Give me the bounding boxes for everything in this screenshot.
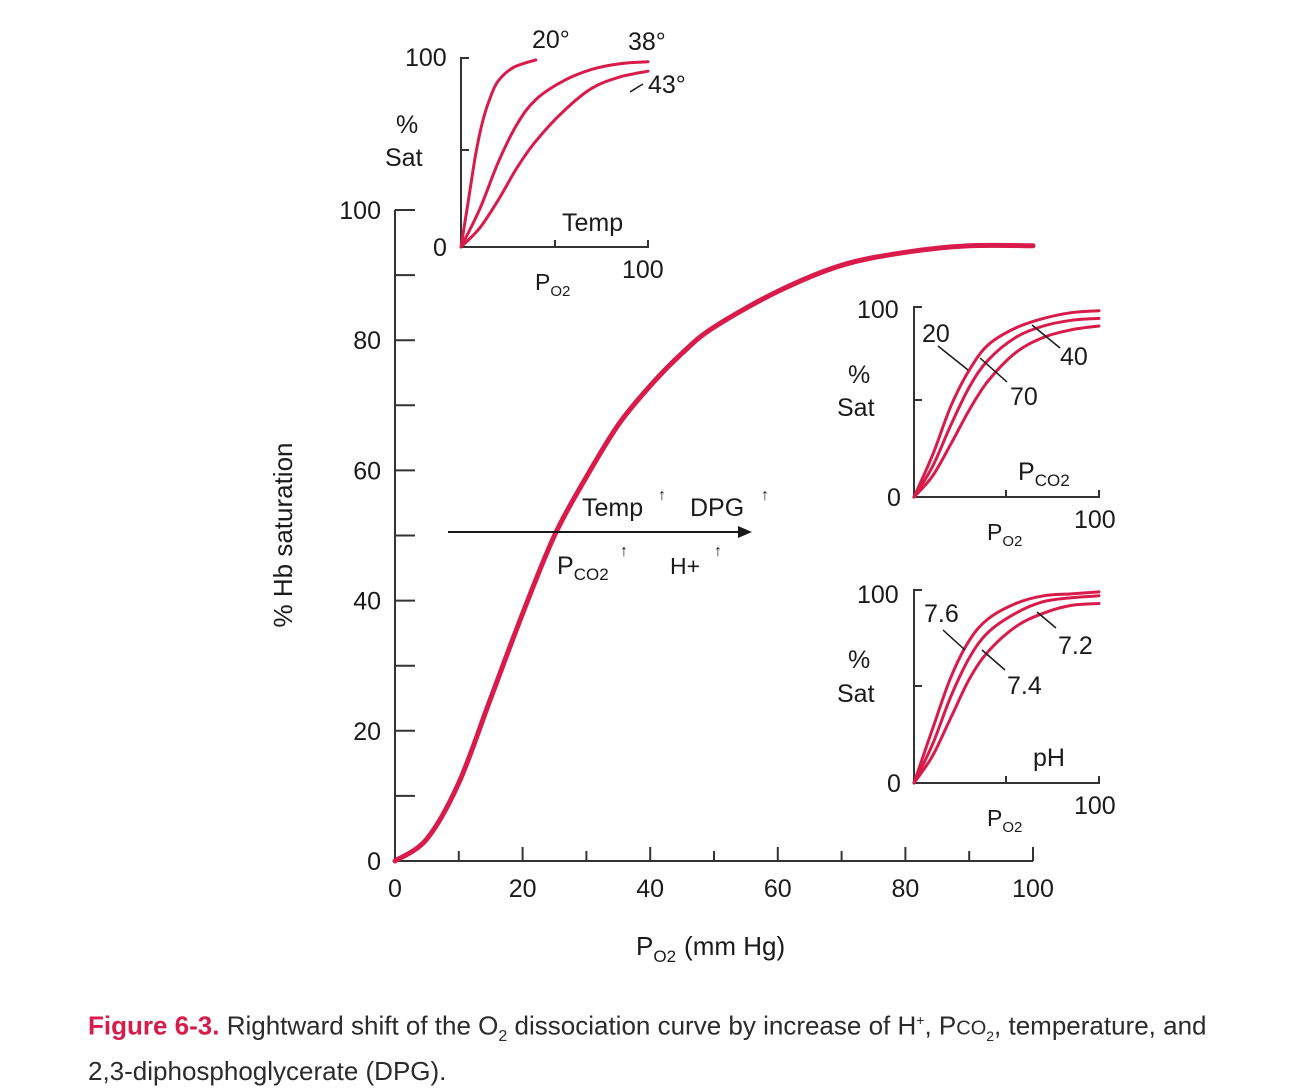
inset-temp-curve-38	[459, 60, 650, 249]
inset-temp-ylabel-pct: %	[396, 111, 418, 139]
caption-text-1: Rightward shift of the O	[219, 1010, 499, 1041]
inset-ph-x-end: 100	[1074, 792, 1116, 820]
inset-pco2-y-zero: 0	[887, 484, 901, 512]
inset-ph-y-zero: 0	[887, 770, 901, 798]
inset-ph-label-7.6: 7.6	[924, 600, 959, 628]
main-x-tick-label: 20	[509, 875, 537, 903]
main-tick-labels: 0 20 40 60 80 100 0 20 40 60 80 100	[339, 197, 1054, 903]
inset-ph-curve-7.2	[912, 602, 1101, 785]
inset-temp-curve-20	[459, 58, 538, 249]
inset-pco2-x-end: 100	[1074, 506, 1116, 534]
caption-small-1: CO	[956, 1017, 987, 1040]
annotation-temp-up-arrow: ↑	[658, 487, 666, 504]
inset-ph-xlabel: PO2	[987, 805, 1022, 836]
inset-ph-label-7.2: 7.2	[1058, 632, 1093, 660]
main-y-tick-label: 20	[353, 718, 381, 746]
inset-temp-label-43: 43°	[648, 71, 686, 99]
main-y-tick-label: 0	[367, 848, 381, 876]
inset-pco2-20-leader	[937, 345, 969, 371]
inset-pco2-label-40: 40	[1060, 343, 1088, 371]
main-y-tick-label: 40	[353, 588, 381, 616]
main-chart: 0 20 40 60 80 100 0 20 40 60 80 100 % Hb saturation…	[268, 197, 1054, 966]
inset-temp-x-end: 100	[622, 256, 664, 284]
main-x-tick-label: 60	[764, 875, 792, 903]
inset-temp-curve-43	[459, 69, 650, 249]
shift-arrow-head	[738, 526, 752, 538]
main-y-tick-label: 60	[353, 457, 381, 485]
annotation-temp: Temp	[582, 494, 643, 522]
inset-ph-7.6-leader	[942, 629, 966, 651]
inset-pco2-curve-70	[912, 324, 1101, 499]
inset-ph-ylabel-pct: %	[848, 646, 870, 674]
inset-ph-ylabel-sat: Sat	[837, 680, 875, 708]
annotation-pco2: PCO2	[557, 552, 609, 584]
annotation-pco2-up-arrow: ↑	[620, 543, 628, 560]
inset-temp-label-38: 38°	[628, 28, 666, 56]
main-ticks	[394, 209, 1034, 862]
annotation-dpg: DPG	[690, 494, 744, 522]
inset-ph-7.4-leader	[981, 649, 1006, 671]
inset-temp-label-20: 20°	[532, 26, 570, 54]
inset-pco2: 100 0 % Sat 20 40 70 PCO2 100 PO2	[837, 296, 1116, 550]
inset-temp: 100 0 % Sat 20° 38° 43° Temp 100 PO2	[385, 26, 686, 300]
inset-pco2-curve-40	[912, 316, 1101, 499]
annotation-dpg-up-arrow: ↑	[761, 487, 769, 504]
main-x-tick-label: 40	[636, 875, 664, 903]
inset-ph: 100 0 % Sat 7.6 7.2 7.4 pH 100 PO2	[837, 581, 1116, 836]
inset-ph-y-top: 100	[857, 581, 899, 609]
figure-caption: Figure 6-3. Rightward shift of the O2 di…	[88, 1003, 1258, 1088]
annotation-h-up-arrow: ↑	[714, 543, 722, 560]
inset-temp-title: Temp	[562, 209, 623, 237]
caption-text-4: , temperature, and 2,3-diphosphoglycerat…	[88, 1010, 1207, 1086]
inset-ph-curve-7.4	[912, 594, 1101, 785]
inset-temp-43-leader	[629, 83, 644, 93]
figure-canvas: 0 20 40 60 80 100 0 20 40 60 80 100 % Hb saturation…	[268, 26, 1116, 966]
caption-text-2: dissociation curve by increase of H	[507, 1010, 917, 1041]
inset-temp-xlabel: PO2	[535, 269, 570, 300]
inset-pco2-label-70: 70	[1010, 383, 1038, 411]
main-y-tick-label: 100	[339, 197, 381, 225]
inset-ph-title: pH	[1033, 744, 1065, 772]
main-xlabel: PO2 (mm Hg)	[636, 931, 785, 966]
caption-text-3: , P	[924, 1010, 957, 1041]
inset-pco2-label-20: 20	[922, 320, 950, 348]
caption-sub-1: 2	[498, 1027, 508, 1045]
caption-sup-1: +	[916, 1012, 925, 1028]
main-x-tick-label: 0	[388, 875, 402, 903]
inset-ph-label-7.4: 7.4	[1007, 672, 1042, 700]
inset-pco2-70-leader	[979, 357, 1008, 383]
inset-pco2-xlabel: PO2	[987, 519, 1022, 550]
inset-ph-curve-7.6	[912, 590, 1101, 785]
caption-sub-2: 2	[986, 1027, 995, 1044]
main-ylabel: % Hb saturation	[268, 443, 298, 628]
inset-pco2-title: PCO2	[1018, 458, 1070, 490]
inset-pco2-ylabel-pct: %	[848, 361, 870, 389]
annotation-h: H+	[670, 553, 700, 579]
inset-ph-7.2-leader	[1036, 611, 1057, 629]
main-x-tick-label: 80	[891, 875, 919, 903]
figure-label: Figure 6-3.	[88, 1010, 220, 1041]
inset-pco2-y-top: 100	[857, 296, 899, 324]
main-y-tick-label: 80	[353, 327, 381, 355]
main-x-tick-label: 100	[1012, 875, 1054, 903]
inset-temp-ylabel-sat: Sat	[385, 144, 423, 172]
inset-temp-y-zero: 0	[433, 234, 447, 262]
inset-pco2-40-leader	[1031, 324, 1061, 349]
inset-pco2-curve-20	[912, 309, 1101, 499]
inset-pco2-ylabel-sat: Sat	[837, 394, 875, 422]
inset-temp-y-top: 100	[405, 44, 447, 72]
main-dissociation-curve	[392, 242, 1036, 864]
